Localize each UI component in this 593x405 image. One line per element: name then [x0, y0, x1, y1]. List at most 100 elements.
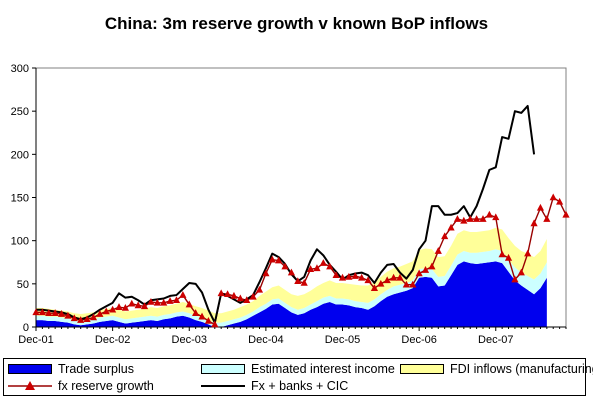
marker-fx-reserve-growth: [428, 262, 436, 270]
marker-fx-reserve-growth: [338, 273, 347, 281]
marker-fx-reserve-growth: [204, 316, 213, 324]
x-tick-label: Dec-05: [325, 334, 360, 346]
marker-fx-reserve-growth: [294, 277, 302, 285]
marker-fx-reserve-growth: [249, 292, 257, 300]
marker-fx-reserve-growth: [243, 296, 251, 304]
marker-fx-reserve-growth: [192, 309, 200, 316]
marker-fx-reserve-growth: [38, 308, 46, 316]
marker-fx-reserve-growth: [447, 223, 455, 231]
y-tick-label: 200: [11, 149, 29, 161]
marker-fx-reserve-growth: [147, 297, 155, 305]
legend-item-trade-surplus: Trade surplus: [8, 361, 134, 377]
y-tick-label: 300: [11, 63, 29, 75]
marker-fx-reserve-growth: [96, 310, 104, 317]
legend-label-fdi-inflows: FDI inflows (manufacturing): [450, 362, 593, 376]
marker-fx-reserve-growth: [498, 250, 506, 258]
legend-swatch-fx-reserve-growth: [8, 381, 52, 390]
marker-fx-reserve-growth: [536, 203, 545, 211]
chart-title: China: 3m reserve growth v known BoP inf…: [104, 14, 489, 33]
legend-swatch-fdi-inflows: [400, 364, 444, 374]
x-tick-label: Dec-06: [401, 334, 436, 346]
legend-item-fx-banks-cic: Fx + banks + CIC: [201, 378, 348, 394]
legend-swatch-trade-surplus: [8, 364, 52, 374]
marker-fx-reserve-growth: [530, 219, 538, 227]
marker-fx-reserve-growth: [268, 255, 276, 263]
x-tick-label: Dec-04: [248, 334, 283, 346]
marker-fx-reserve-growth: [402, 280, 410, 288]
area-trade-surplus: [36, 261, 547, 327]
marker-fx-reserve-growth: [45, 309, 53, 316]
marker-fx-reserve-growth: [473, 215, 481, 222]
marker-fx-reserve-growth: [460, 216, 468, 224]
x-tick-label: Dec-01: [18, 334, 53, 346]
legend-item-fdi-inflows: FDI inflows (manufacturing): [400, 361, 593, 377]
marker-fx-reserve-growth: [466, 215, 474, 222]
chart-plot: 0 50 100 150 200 250 300 Dec-01 Dec-02 Dec-03 Dec-…: [11, 63, 570, 346]
marker-fx-reserve-growth: [511, 275, 519, 283]
area-estimated-interest-income: [36, 249, 547, 327]
y-tick-label: 100: [11, 236, 29, 248]
marker-fx-reserve-growth: [389, 273, 398, 281]
marker-fx-reserve-growth: [504, 253, 513, 261]
marker-fx-reserve-growth: [134, 301, 142, 309]
marker-fx-reserve-growth: [396, 273, 404, 281]
marker-fx-reserve-growth: [121, 304, 129, 311]
marker-fx-reserve-growth: [364, 276, 372, 284]
marker-fx-reserve-growth: [109, 305, 117, 313]
marker-fx-reserve-growth: [275, 256, 283, 264]
marker-fx-reserve-growth: [179, 291, 187, 298]
marker-fx-reserve-growth: [383, 276, 391, 284]
marker-fx-reserve-growth: [524, 249, 532, 257]
legend-swatch-interest-income: [201, 364, 245, 374]
legend-label-fx-reserve-growth: fx reserve growth: [58, 379, 154, 393]
legend-label-interest-income: Estimated interest income: [251, 362, 395, 376]
marker-fx-reserve-growth: [319, 259, 327, 266]
legend-item-fx-reserve-growth: fx reserve growth: [8, 378, 154, 394]
marker-fx-reserve-growth: [306, 265, 315, 272]
marker-fx-reserve-growth: [51, 309, 59, 316]
x-tick-label: Dec-03: [172, 334, 207, 346]
marker-fx-reserve-growth: [32, 308, 40, 316]
legend-label-trade-surplus: Trade surplus: [58, 362, 134, 376]
marker-fx-reserve-growth: [211, 320, 219, 328]
y-tick-label: 250: [11, 106, 29, 118]
marker-fx-reserve-growth: [128, 299, 136, 307]
marker-fx-reserve-growth: [479, 215, 487, 222]
marker-fx-reserve-growth: [517, 268, 525, 276]
axes: 0 50 100 150 200 250 300 Dec-01 Dec-02 Dec-03 Dec-…: [11, 63, 567, 346]
marker-fx-reserve-growth: [64, 311, 72, 319]
marker-fx-reserve-growth: [549, 193, 557, 201]
marker-fx-reserve-growth: [198, 312, 206, 320]
marker-fx-reserve-growth: [485, 210, 493, 218]
marker-fx-reserve-growth: [287, 268, 296, 276]
marker-fx-reserve-growth: [262, 269, 270, 277]
legend: Trade surplus Estimated interest income …: [3, 358, 593, 396]
marker-fx-reserve-growth: [70, 314, 78, 322]
legend-item-interest-income: Estimated interest income: [201, 361, 395, 377]
marker-fx-reserve-growth: [453, 215, 462, 222]
marker-fx-reserve-growth: [77, 316, 85, 323]
marker-fx-reserve-growth: [326, 262, 334, 270]
marker-fx-reserve-growth: [358, 273, 366, 281]
marker-fx-reserve-growth: [370, 284, 379, 291]
marker-fx-reserve-growth: [434, 247, 442, 254]
marker-fx-reserve-growth: [115, 303, 123, 310]
marker-fx-reserve-growth: [281, 262, 289, 270]
marker-fx-reserve-growth: [409, 280, 417, 288]
legend-swatch-fx-banks-cic: [201, 385, 245, 387]
marker-fx-reserve-growth: [153, 298, 161, 306]
marker-fx-reserve-growth: [377, 279, 385, 287]
y-tick-label: 0: [23, 322, 29, 334]
marker-fx-reserve-growth: [300, 278, 308, 286]
marker-fx-reserve-growth: [332, 271, 340, 278]
marker-fx-reserve-growth: [223, 290, 232, 297]
series-markers: [32, 193, 570, 328]
marker-fx-reserve-growth: [172, 296, 181, 304]
marker-fx-reserve-growth: [345, 272, 353, 280]
marker-fx-reserve-growth: [351, 272, 359, 279]
marker-fx-reserve-growth: [230, 291, 238, 299]
marker-fx-reserve-growth: [217, 289, 225, 297]
marker-fx-reserve-growth: [492, 213, 500, 221]
marker-fx-reserve-growth: [102, 307, 110, 315]
x-tick-label: Dec-02: [95, 334, 130, 346]
